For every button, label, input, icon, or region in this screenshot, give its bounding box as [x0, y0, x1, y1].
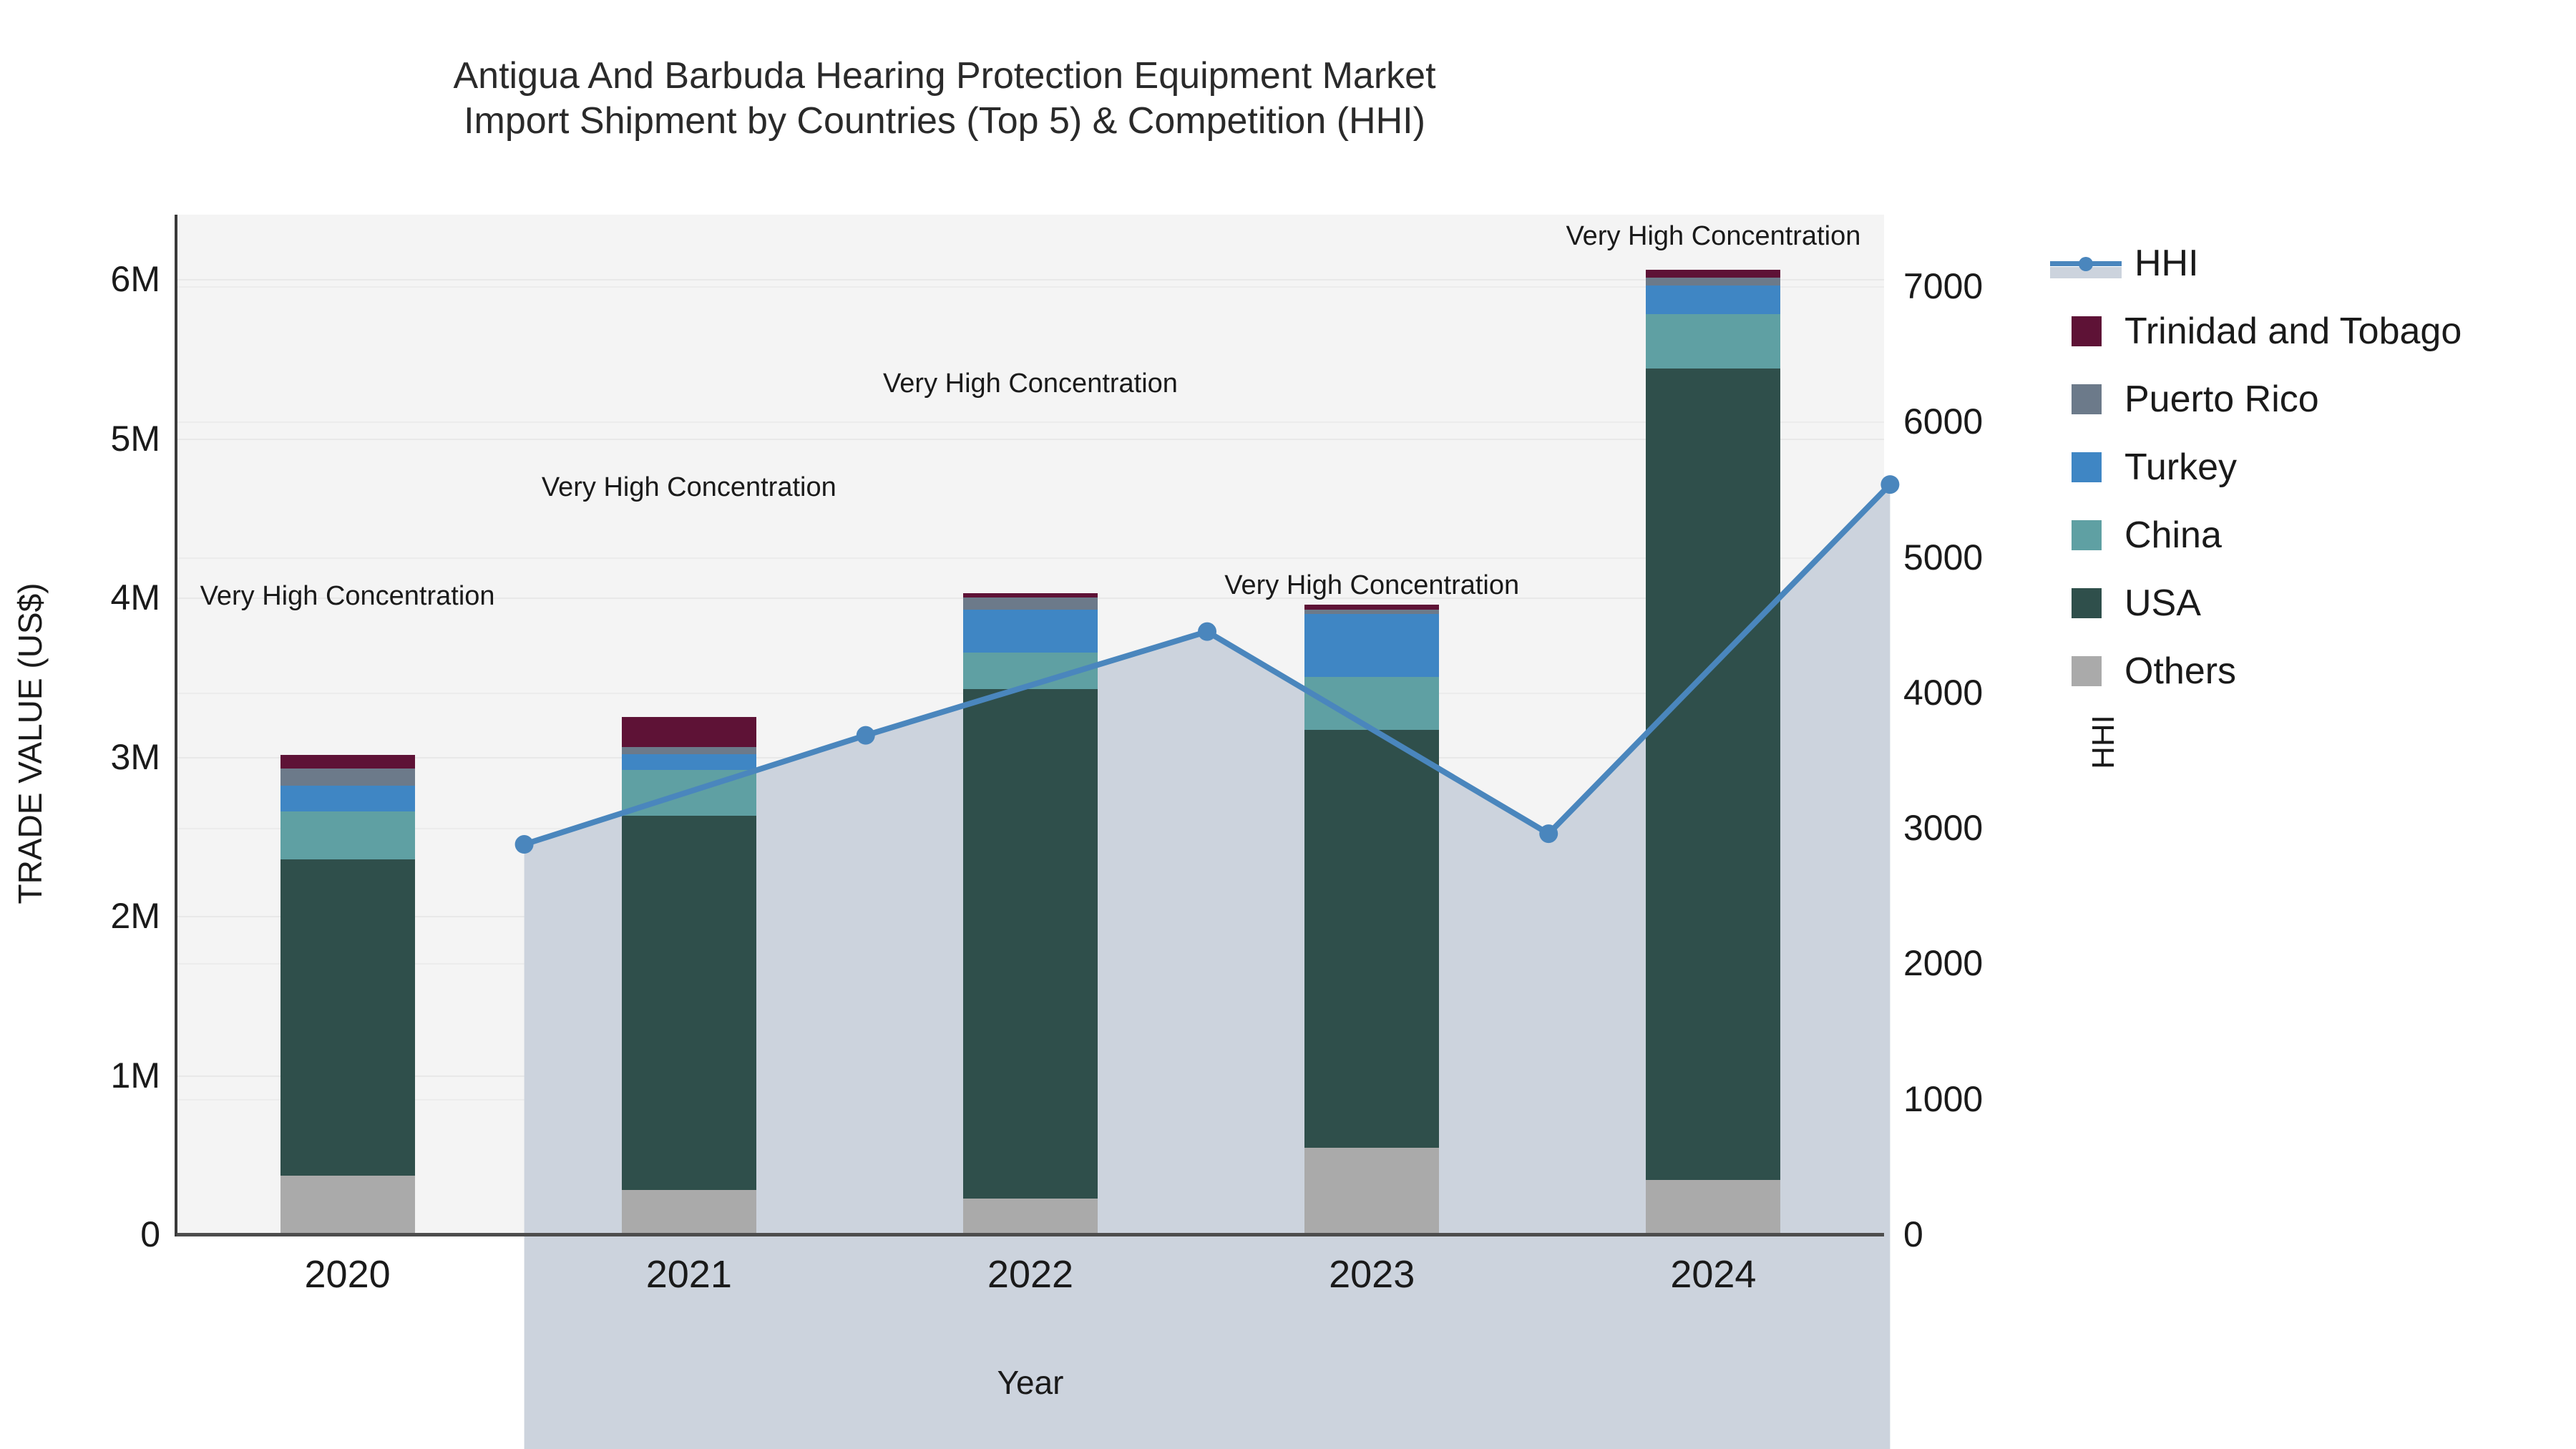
x-axis-tick-label: 2022: [987, 1253, 1074, 1296]
concentration-annotation: Very High Concentration: [1224, 570, 1520, 601]
hhi-area-line: [524, 484, 1890, 1449]
y-axis-left-tick-label: 6M: [110, 259, 160, 299]
legend-item[interactable]: Others: [2050, 637, 2551, 705]
legend-color-swatch: [2072, 316, 2102, 346]
concentration-annotation: Very High Concentration: [200, 581, 495, 612]
legend-item[interactable]: China: [2050, 501, 2551, 569]
bar-segment[interactable]: [621, 747, 756, 755]
bar-segment[interactable]: [621, 1189, 756, 1234]
x-axis-tick-label: 2021: [645, 1253, 732, 1296]
bar-segment[interactable]: [1646, 368, 1781, 1181]
bar-segment[interactable]: [1304, 605, 1440, 610]
x-axis-label: Year: [997, 1364, 1064, 1401]
y-axis-right-tick-label: 0: [1903, 1214, 1923, 1254]
y-axis-left-tick-label: 0: [140, 1214, 160, 1254]
bar-segment[interactable]: [1646, 269, 1781, 278]
bar-segment[interactable]: [1646, 1180, 1781, 1234]
chart-title-line-1: Antigua And Barbuda Hearing Protection E…: [453, 55, 1436, 97]
concentration-annotation: Very High Concentration: [1566, 221, 1861, 252]
legend-color-swatch: [2072, 452, 2102, 482]
gridline-left: [177, 279, 1884, 280]
bar-segment[interactable]: [621, 716, 756, 748]
bar-segment[interactable]: [1304, 609, 1440, 615]
y-axis-line: [175, 215, 177, 1236]
y-axis-left-tick-label: 3M: [110, 736, 160, 777]
bar-segment[interactable]: [963, 609, 1098, 653]
hhi-data-point[interactable]: [514, 835, 534, 854]
bar-segment[interactable]: [963, 593, 1098, 597]
y-axis-right-tick-label: 6000: [1903, 401, 1984, 442]
bar-segment[interactable]: [1646, 285, 1781, 314]
gridline-right: [177, 557, 1884, 559]
concentration-annotation: Very High Concentration: [541, 472, 836, 502]
bar-segment[interactable]: [1646, 277, 1781, 286]
bar-segment[interactable]: [1304, 1147, 1440, 1234]
chart-legend: HHI Trinidad and Tobago Puerto Rico Turkey C…: [2050, 229, 2551, 705]
bar-segment[interactable]: [963, 1198, 1098, 1234]
legend-item[interactable]: Puerto Rico: [2050, 365, 2551, 433]
bar-segment[interactable]: [1304, 614, 1440, 678]
bar-segment[interactable]: [280, 769, 415, 786]
legend-item-label: Trinidad and Tobago: [2124, 310, 2462, 352]
legend-color-swatch: [2072, 655, 2102, 686]
bar-segment[interactable]: [963, 597, 1098, 610]
legend-item-label: USA: [2124, 582, 2201, 624]
x-axis-tick-label: 2023: [1329, 1253, 1415, 1296]
bar-segment[interactable]: [280, 785, 415, 812]
y-axis-right-tick-label: 1000: [1903, 1078, 1984, 1119]
legend-item[interactable]: USA: [2050, 569, 2551, 637]
legend-item[interactable]: HHI: [2050, 229, 2551, 297]
bar-segment[interactable]: [280, 1175, 415, 1234]
bar-segment[interactable]: [621, 754, 756, 771]
legend-item-label: Puerto Rico: [2124, 378, 2319, 420]
y-axis-right-tick-label: 5000: [1903, 537, 1984, 577]
bar-segment[interactable]: [1304, 729, 1440, 1148]
y-axis-left-tick-label: 5M: [110, 418, 160, 459]
y-axis-left-label: TRADE VALUE (US$): [11, 582, 49, 904]
gridline-left: [177, 438, 1884, 440]
legend-item-label: HHI: [2135, 242, 2199, 284]
hhi-data-point[interactable]: [856, 726, 875, 745]
concentration-annotation: Very High Concentration: [883, 368, 1178, 399]
bar-segment[interactable]: [963, 688, 1098, 1199]
plot-area: [177, 215, 1900, 1449]
legend-color-swatch: [2072, 384, 2102, 414]
hhi-area-fill: [524, 484, 1890, 1449]
legend-item[interactable]: Trinidad and Tobago: [2050, 297, 2551, 365]
y-axis-right-tick-label: 3000: [1903, 808, 1984, 849]
hhi-line-swatch-icon: [2050, 248, 2122, 278]
y-axis-left-tick-label: 2M: [110, 896, 160, 936]
x-axis-tick-label: 2020: [304, 1253, 391, 1296]
bar-segment[interactable]: [1646, 313, 1781, 369]
y-axis-right-tick-label: 2000: [1903, 943, 1984, 984]
bar-segment[interactable]: [621, 815, 756, 1190]
legend-color-swatch: [2072, 587, 2102, 618]
x-axis-line: [177, 1233, 1884, 1236]
y-axis-right-tick-label: 4000: [1903, 672, 1984, 713]
hhi-data-point[interactable]: [1198, 622, 1216, 641]
legend-item-label: Others: [2124, 650, 2237, 692]
legend-item[interactable]: Turkey: [2050, 433, 2551, 501]
bar-layer: [177, 215, 1884, 1234]
gridline-right: [177, 286, 1884, 288]
hhi-data-point[interactable]: [1539, 824, 1558, 844]
hhi-line: [514, 475, 1900, 854]
y-axis-left-tick-label: 1M: [110, 1055, 160, 1096]
bar-segment[interactable]: [280, 859, 415, 1176]
legend-item-label: China: [2124, 514, 2222, 556]
y-axis-right-tick-label: 7000: [1903, 266, 1984, 306]
legend-item-label: Turkey: [2124, 446, 2237, 488]
legend-color-swatch: [2072, 519, 2102, 550]
gridline-right: [177, 421, 1884, 424]
chart-title: Antigua And Barbuda Hearing Protection E…: [0, 54, 1889, 145]
y-axis-left-tick-label: 4M: [110, 577, 160, 618]
bar-segment[interactable]: [280, 755, 415, 769]
x-axis-tick-label: 2024: [1670, 1253, 1757, 1296]
chart-title-line-2: Import Shipment by Countries (Top 5) & C…: [464, 100, 1425, 142]
hhi-data-point[interactable]: [1880, 475, 1900, 494]
bar-segment[interactable]: [280, 811, 415, 859]
